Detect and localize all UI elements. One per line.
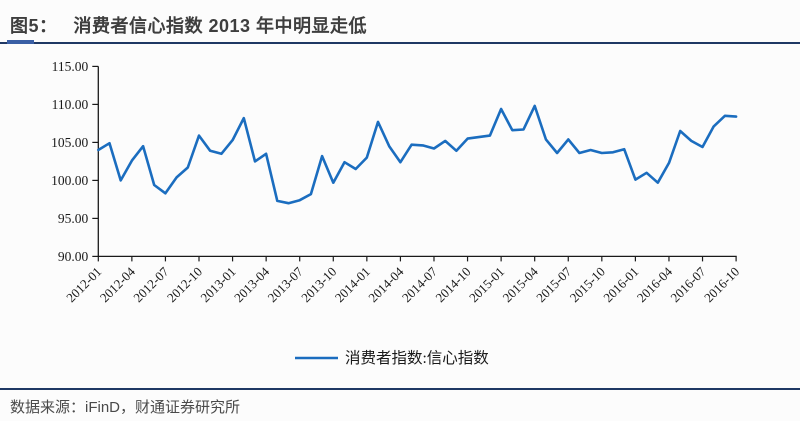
x-tick-label: 2016-01	[600, 264, 641, 305]
y-tick-label: 115.00	[52, 59, 89, 74]
figure-number: 图5：	[10, 16, 58, 36]
data-source: 数据来源：iFinD，财通证券研究所	[10, 399, 241, 416]
x-tick-label: 2013-10	[298, 264, 339, 305]
y-tick-label: 110.00	[52, 97, 89, 112]
x-tick-label: 2016-07	[667, 264, 709, 306]
x-tick-label: 2012-07	[130, 264, 172, 306]
x-tick-label: 2015-04	[500, 264, 542, 306]
y-tick-label: 90.00	[58, 249, 89, 264]
x-tick-label: 2012-10	[164, 264, 205, 305]
x-tick-label: 2015-01	[466, 264, 507, 305]
x-tick-label: 2013-04	[231, 264, 273, 306]
x-tick-label: 2012-04	[97, 264, 139, 306]
x-tick-label: 2013-01	[197, 264, 238, 305]
x-tick-label: 2014-07	[399, 264, 441, 306]
x-tick-label: 2015-10	[567, 264, 608, 305]
confidence-index-series-line	[97, 104, 738, 205]
legend-label: 消费者指数:信心指数	[345, 349, 489, 367]
chart-area: 115.00 110.00 105.00 100.00 95.00 90.00 2012-0…	[0, 46, 800, 380]
figure-title: 图5： 消费者信心指数 2013 年中明显走低	[10, 12, 796, 38]
y-tick-label: 95.00	[58, 211, 89, 226]
x-tick-label: 2014-04	[365, 264, 407, 306]
figure-title-text: 消费者信心指数 2013 年中明显走低	[73, 16, 368, 36]
x-tick-label: 2013-07	[265, 264, 307, 306]
x-tick-label: 2014-01	[332, 264, 373, 305]
x-tick-label: 2016-04	[634, 264, 676, 306]
consumer-confidence-line-chart: 115.00110.00105.00100.0095.0090.002012-0…	[51, 59, 742, 367]
title-divider-accent	[7, 40, 34, 44]
x-tick-label: 2015-07	[533, 264, 575, 306]
x-tick-label: 2012-01	[63, 264, 104, 305]
y-tick-label: 100.00	[51, 173, 88, 188]
x-tick-label: 2016-10	[701, 264, 742, 305]
title-divider	[0, 42, 800, 44]
footer-divider	[0, 388, 800, 390]
x-tick-label: 2014-10	[432, 264, 473, 305]
y-tick-label: 105.00	[51, 135, 88, 150]
